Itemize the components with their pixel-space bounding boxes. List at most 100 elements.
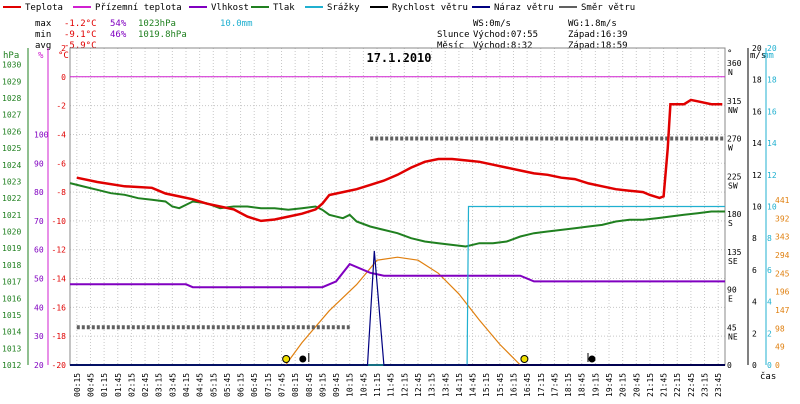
speed-tick-label: 14 (752, 139, 762, 148)
gust-line (70, 250, 725, 366)
speed-tick-label: 6 (752, 266, 757, 275)
legend-label: Tlak (273, 3, 295, 13)
axis-units: hPa % °C ° m/s mm čas (3, 49, 776, 382)
speed-tick-label: 18 (752, 76, 762, 85)
solar-tick-label: 196 (775, 288, 790, 297)
stats-block: max -1.2°C 54% 1023hPa 10.0mm min -9.1°C… (35, 19, 628, 51)
rain-tick-label: 18 (767, 76, 777, 85)
rain-tick-label: 6 (767, 266, 772, 275)
humidity-tick-label: 70 (34, 217, 44, 226)
solar-tick-label: 343 (775, 233, 790, 242)
compass-label: SW (728, 181, 738, 190)
humidity-tick-label: 20 (34, 361, 44, 370)
compass-label: NW (728, 106, 738, 115)
x-tick-label: 22:45 (687, 373, 696, 397)
temp-tick-label: -10 (52, 217, 67, 226)
humidity-tick-label: 30 (34, 332, 44, 341)
temp-tick-label: -14 (52, 275, 67, 284)
legend: Teplota Přízemní teplota Vlhkost Tlak Srážky… (3, 3, 635, 13)
rain-tick-label: 2 (767, 329, 772, 338)
x-tick-label: 23:45 (714, 373, 723, 397)
x-tick-label: 04:15 (182, 373, 191, 397)
speed-tick-label: 8 (752, 234, 757, 243)
stat-min-temp: -9.1°C (64, 30, 97, 40)
humidity-tick-label: 40 (34, 303, 44, 312)
x-tick-label: 18:15 (564, 373, 573, 397)
solar-tick-label: 392 (775, 214, 790, 223)
temp-tick-label: 2 (61, 44, 66, 53)
direction-tick-label: 90 (727, 286, 737, 295)
x-tick-label: 12:45 (414, 373, 423, 397)
pressure-tick-label: 1024 (2, 161, 21, 170)
x-tick-label: 01:45 (114, 373, 123, 397)
unit-humidity: % (38, 51, 44, 61)
x-tick-label: 10:15 (346, 373, 355, 397)
x-axis-ticks: 00:15 00:45 01:15 01:45 02:15 02:45 03:15 03:45… (73, 373, 723, 397)
x-tick-label: 00:15 (73, 373, 82, 397)
solar-tick-label: 245 (775, 269, 790, 278)
x-tick-label: 12:15 (400, 373, 409, 397)
x-tick-label: 01:15 (100, 373, 109, 397)
x-tick-label: 15:15 (482, 373, 491, 397)
rain-tick-label: 14 (767, 139, 777, 148)
pressure-tick-label: 1022 (2, 194, 21, 203)
temp-tick-label: -8 (56, 188, 66, 197)
x-tick-label: 14:15 (455, 373, 464, 397)
x-tick-label: 20:15 (619, 373, 628, 397)
solar-tick-label: 98 (775, 324, 785, 333)
rain-tick-label: 8 (767, 234, 772, 243)
moonset-marker (588, 355, 596, 363)
rain-tick-label: 0 (767, 361, 772, 370)
sunset-marker (520, 355, 529, 363)
temp-tick-label: -20 (52, 361, 67, 370)
speed-tick-label: 0 (752, 361, 757, 370)
moonrise-marker (299, 355, 307, 363)
wind-wg: WG:1.8m/s (568, 19, 617, 29)
solar-radiation-line (285, 256, 521, 366)
x-tick-label: 02:45 (141, 373, 150, 397)
x-tick-label: 19:45 (605, 373, 614, 397)
stat-min-label: min (35, 30, 51, 40)
x-tick-label: 16:45 (523, 373, 532, 397)
legend-label: Teplota (25, 3, 63, 13)
humidity-line (70, 262, 725, 289)
x-tick-label: 09:15 (318, 373, 327, 397)
sun-rise: Východ:07:55 (473, 30, 538, 40)
compass-label: E (728, 295, 733, 304)
pressure-tick-label: 1023 (2, 177, 21, 186)
stat-avg-temp: -5.9°C (64, 41, 97, 51)
stat-min-press: 1019.8hPa (138, 30, 187, 40)
direction-tick-label: 225 (727, 172, 742, 181)
x-tick-label: 21:15 (646, 373, 655, 397)
x-tick-label: 13:45 (441, 373, 450, 397)
pressure-tick-label: 1025 (2, 144, 21, 153)
direction-tick-label: 135 (727, 248, 742, 257)
unit-temperature: °C (58, 51, 69, 61)
x-tick-label: 07:45 (278, 373, 287, 397)
x-tick-label: 05:45 (223, 373, 232, 397)
stat-max-hum: 54% (110, 19, 127, 29)
x-tick-label: 18:45 (578, 373, 587, 397)
x-tick-label: 16:15 (509, 373, 518, 397)
temp-tick-label: -6 (56, 159, 66, 168)
stat-max-rain: 10.0mm (220, 19, 253, 29)
unit-direction: ° (727, 49, 732, 59)
pressure-tick-label: 1013 (2, 344, 21, 353)
x-tick-label: 04:45 (196, 373, 205, 397)
stat-max-press: 1023hPa (138, 19, 176, 29)
x-tick-label: 23:15 (701, 373, 710, 397)
pressure-tick-label: 1015 (2, 311, 21, 320)
legend-label: Přízemní teplota (95, 3, 182, 13)
compass-label: N (728, 68, 733, 77)
x-tick-label: 15:45 (496, 373, 505, 397)
speed-tick-label: 16 (752, 107, 762, 116)
x-tick-label: 08:45 (305, 373, 314, 397)
x-tick-label: 00:45 (86, 373, 95, 397)
wind-ws: WS:0m/s (473, 19, 511, 29)
legend-label: Směr větru (581, 3, 635, 13)
speed-tick-label: 2 (752, 329, 757, 338)
x-tick-label: 06:15 (237, 373, 246, 397)
rain-tick-label: 20 (767, 44, 777, 53)
humidity-tick-label: 90 (34, 159, 44, 168)
speed-tick-label: 10 (752, 203, 762, 212)
